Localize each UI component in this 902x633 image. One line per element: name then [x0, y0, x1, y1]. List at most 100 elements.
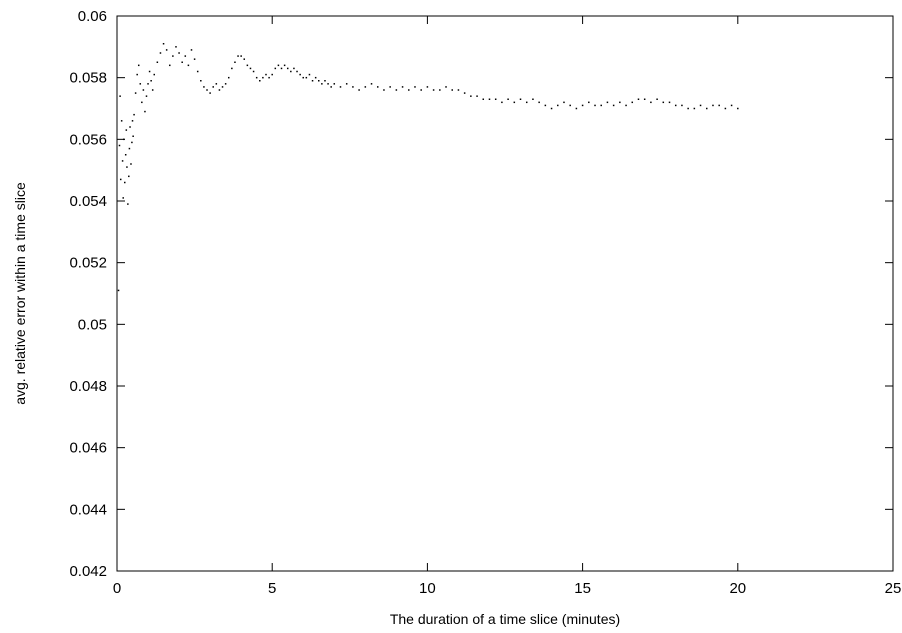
data-point	[243, 58, 246, 60]
data-point	[482, 98, 485, 100]
data-point	[224, 83, 227, 85]
data-point	[311, 80, 314, 82]
data-point	[557, 104, 559, 107]
data-point	[494, 98, 497, 100]
data-point	[550, 107, 553, 110]
data-point	[169, 64, 171, 67]
data-point	[206, 89, 208, 91]
data-point	[581, 104, 584, 107]
data-point	[117, 289, 120, 292]
data-point	[126, 166, 128, 168]
data-point	[200, 80, 202, 82]
y-tick-labels: 0.042 0.044 0.046 0.048 0.05 0.052 0.054 0.056 0…	[69, 8, 107, 580]
data-point	[414, 86, 416, 88]
data-point	[358, 89, 360, 91]
data-point	[439, 89, 441, 91]
data-point	[119, 178, 122, 181]
data-point	[175, 46, 177, 48]
y-tick-label: 0.046	[69, 440, 107, 457]
data-point	[178, 52, 180, 54]
data-point	[563, 101, 565, 104]
data-point	[123, 138, 125, 141]
data-point	[221, 86, 224, 88]
data-point	[255, 76, 258, 79]
data-point	[137, 64, 140, 67]
data-point	[130, 163, 132, 165]
data-point	[249, 67, 252, 70]
data-point	[203, 86, 205, 88]
data-point	[141, 101, 143, 104]
data-point	[121, 160, 124, 162]
data-point	[187, 64, 190, 67]
x-tick-label: 5	[268, 580, 276, 597]
data-point	[345, 83, 348, 85]
data-point	[120, 120, 123, 122]
data-point	[370, 83, 373, 85]
data-point	[209, 92, 211, 94]
data-point	[457, 89, 460, 91]
y-tick-label: 0.06	[78, 8, 107, 25]
data-point	[426, 86, 429, 88]
data-point	[286, 67, 289, 70]
data-point	[606, 101, 609, 104]
data-point	[128, 175, 130, 178]
data-point	[470, 95, 472, 97]
data-point	[637, 98, 640, 100]
data-point	[513, 101, 516, 104]
data-point	[162, 43, 165, 45]
data-point	[321, 83, 323, 85]
data-point	[445, 86, 447, 88]
data-point	[293, 67, 295, 70]
data-point	[327, 83, 329, 85]
data-point	[125, 129, 128, 131]
y-tick-label: 0.052	[69, 255, 107, 272]
data-point	[172, 55, 174, 57]
data-point	[681, 104, 683, 107]
data-point	[656, 98, 658, 100]
data-point	[519, 98, 522, 100]
data-point	[333, 83, 336, 85]
data-point	[476, 95, 478, 97]
data-point	[299, 73, 301, 76]
data-point	[600, 104, 602, 107]
data-point	[305, 76, 308, 79]
data-point	[420, 89, 422, 91]
data-point	[451, 89, 453, 91]
data-point	[389, 86, 391, 88]
data-point	[432, 89, 435, 91]
x-tick-label: 20	[729, 580, 746, 597]
data-point	[544, 104, 547, 107]
data-point	[501, 101, 503, 104]
data-point	[699, 104, 702, 107]
data-point	[142, 89, 145, 91]
data-point	[147, 83, 149, 85]
data-point	[296, 70, 298, 73]
data-point	[532, 98, 534, 100]
data-point	[706, 107, 708, 110]
data-point	[124, 181, 126, 184]
data-point	[662, 101, 665, 104]
data-point	[408, 89, 410, 91]
data-point	[271, 73, 273, 76]
data-point	[215, 83, 218, 85]
data-point	[612, 104, 615, 107]
data-point	[463, 92, 466, 94]
data-point	[153, 73, 155, 76]
data-point	[643, 98, 646, 100]
data-point	[240, 55, 242, 57]
y-tick-label: 0.058	[69, 70, 107, 87]
data-point	[139, 83, 142, 85]
x-axis-label: The duration of a time slice (minutes)	[390, 611, 620, 627]
data-point	[314, 76, 317, 79]
data-point	[308, 73, 311, 76]
data-series	[117, 43, 739, 292]
data-point	[283, 64, 286, 67]
data-point	[588, 101, 590, 104]
data-point	[144, 110, 146, 113]
data-point	[159, 52, 162, 54]
x-tick-label: 0	[113, 580, 121, 597]
data-point	[339, 86, 342, 88]
data-point	[650, 101, 652, 104]
y-tick-label: 0.042	[69, 563, 107, 580]
